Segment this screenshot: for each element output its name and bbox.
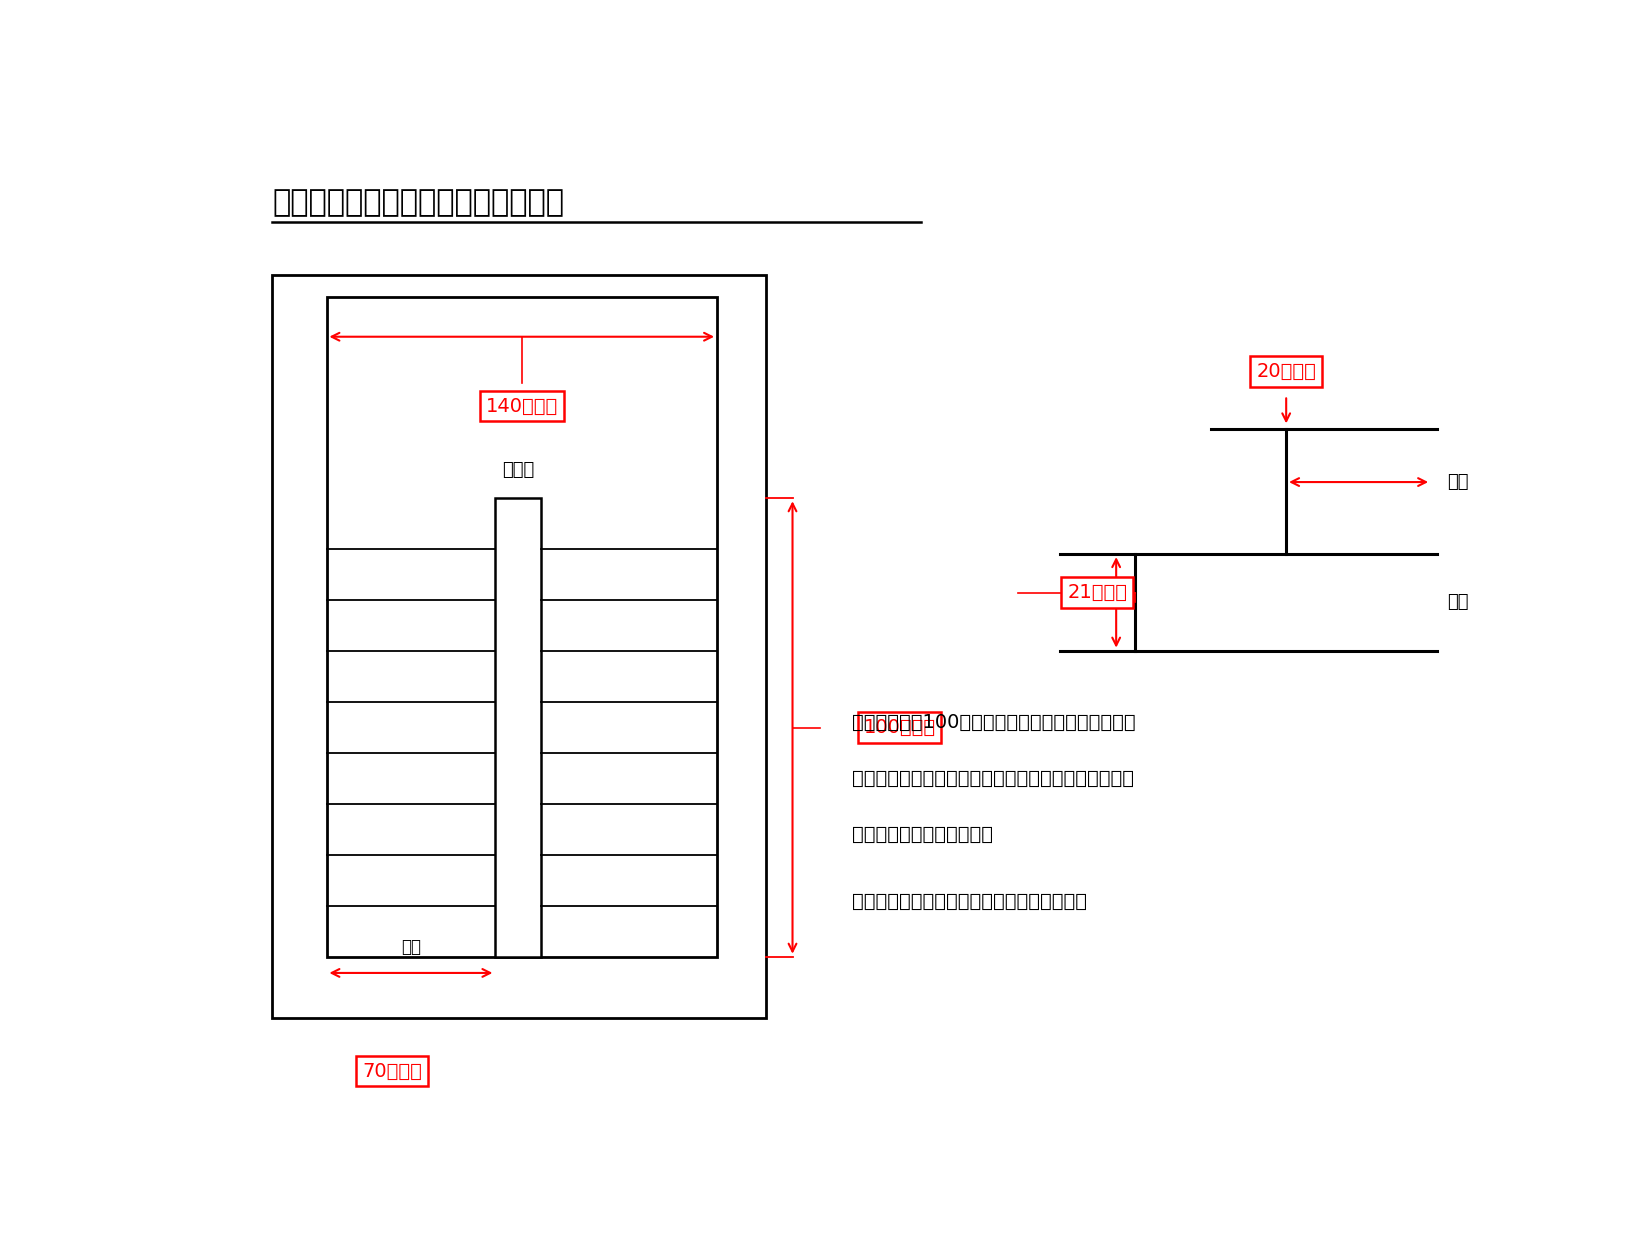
Text: 21㎝以下: 21㎝以下 [1068,584,1128,602]
Text: 高さ: 高さ [1448,594,1469,611]
Text: ・踊り場幅が100㎝を下回る寸法時は、操作者から: ・踊り場幅が100㎝を下回る寸法時は、操作者から [852,712,1136,732]
Bar [327,298,717,956]
Text: 踊り場: 踊り場 [502,461,535,479]
Text: ことを推奨いたします。: ことを推奨いたします。 [852,825,993,844]
Text: 【メーカー推奨】階段・踊り場寸法: 【メーカー推奨】階段・踊り場寸法 [273,189,564,218]
Text: ・こちらの寸法は、らく段使用時に限ります: ・こちらの寸法は、らく段使用時に限ります [852,891,1087,911]
Bar [273,275,765,1019]
Text: 100㎝以上: 100㎝以上 [863,718,936,738]
Text: 横幅: 横幅 [401,938,421,955]
Text: 前輪位置の把握が難しく、補助者に確認してもらう: 前輪位置の把握が難しく、補助者に確認してもらう [852,769,1134,788]
Bar [496,499,541,956]
Text: 奥行: 奥行 [1448,472,1469,491]
Text: 20㎝以上: 20㎝以上 [1256,362,1316,381]
Text: 140㎝以上: 140㎝以上 [486,396,557,415]
Text: 70㎝以上: 70㎝以上 [362,1061,422,1080]
